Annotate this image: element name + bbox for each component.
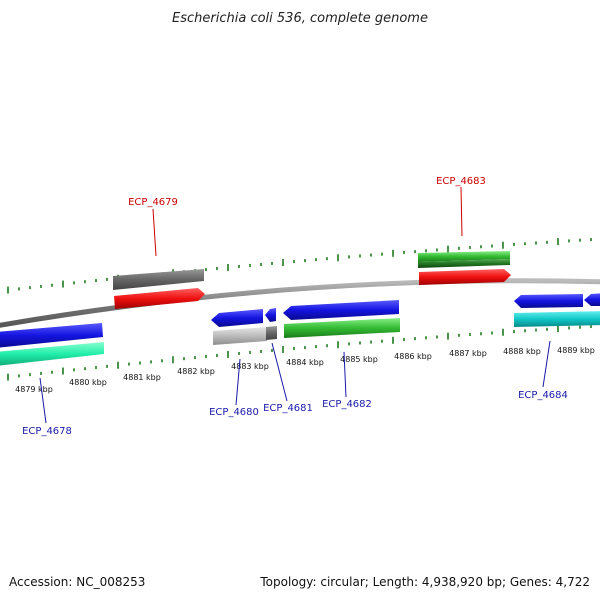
feature-ecp-4682-track — [283, 300, 400, 338]
feature-ecp-4681-gray[interactable] — [266, 326, 277, 340]
accession-text: Accession: NC_008253 — [9, 575, 145, 589]
kbp-label: 4886 kbp — [394, 352, 432, 361]
kbp-scale: 4879 kbp 4880 kbp 4881 kbp 4882 kbp 4883… — [15, 346, 595, 394]
feature-ecp-4679-track — [113, 269, 205, 309]
leader-ecp-4678 — [39, 377, 47, 424]
feature-ecp-4678-aqua[interactable] — [0, 342, 104, 366]
kbp-label: 4880 kbp — [69, 378, 107, 387]
genome-backbone — [0, 278, 600, 328]
feature-ecp-4682-green[interactable] — [284, 318, 400, 338]
kbp-label: 4882 kbp — [177, 367, 215, 376]
feature-ecp-4682-blue[interactable] — [283, 300, 399, 320]
gene-label-ecp-4680[interactable]: ECP_4680 — [209, 407, 259, 418]
map-title: Escherichia coli 536, complete genome — [172, 11, 428, 26]
feature-ecp-4679-gray[interactable] — [113, 269, 204, 290]
kbp-label: 4884 kbp — [286, 358, 324, 367]
kbp-label: 4888 kbp — [503, 347, 541, 356]
leader-ecp-4684 — [542, 340, 551, 388]
feature-ecp-4678-track — [0, 323, 104, 366]
gene-label-ecp-4684[interactable]: ECP_4684 — [518, 390, 568, 401]
feature-ecp-4684-track — [514, 293, 600, 327]
leader-ecp-4682 — [343, 351, 347, 398]
feature-ecp-4683-green[interactable] — [418, 251, 510, 262]
gene-label-ecp-4681[interactable]: ECP_4681 — [263, 403, 313, 414]
gene-label-ecp-4679[interactable]: ECP_4679 — [128, 197, 178, 208]
feature-ecp-4681-track — [265, 308, 277, 340]
gene-labels: ECP_4679 ECP_4683 ECP_4678 ECP_4680 ECP_… — [22, 176, 568, 437]
feature-ecp-4683-red[interactable] — [419, 269, 511, 285]
kbp-label: 4883 kbp — [231, 362, 269, 371]
feature-ecp-4679-red[interactable] — [114, 288, 205, 309]
leader-ecp-4679 — [152, 208, 157, 257]
feature-ecp-4680-track — [211, 309, 267, 345]
tick-row-bottom — [7, 325, 592, 381]
tick-row-top — [7, 238, 592, 294]
kbp-label: 4881 kbp — [123, 373, 161, 382]
kbp-label: 4889 kbp — [557, 346, 595, 355]
leader-ecp-4680 — [235, 358, 241, 406]
feature-ecp-4683-track — [418, 251, 511, 285]
feature-ecp-4684-blue[interactable] — [514, 294, 583, 308]
feature-ecp-4683-darkgreen[interactable] — [418, 259, 510, 268]
leader-ecp-4681 — [271, 342, 288, 402]
feature-ecp-4678-blue[interactable] — [0, 323, 103, 348]
kbp-label: 4885 kbp — [340, 355, 378, 364]
genome-summary-text: Topology: circular; Length: 4,938,920 bp… — [259, 575, 590, 589]
gene-leaders — [39, 186, 551, 424]
leader-ecp-4683 — [460, 186, 463, 237]
gene-label-ecp-4683[interactable]: ECP_4683 — [436, 176, 486, 187]
feature-ecp-4684-cyan[interactable] — [514, 311, 600, 327]
feature-ecp-4681-blue[interactable] — [265, 308, 276, 322]
feature-ecp-4684-blue-2[interactable] — [584, 293, 600, 306]
kbp-label: 4879 kbp — [15, 385, 53, 394]
gene-label-ecp-4678[interactable]: ECP_4678 — [22, 426, 72, 437]
feature-ecp-4680-lightgray[interactable] — [213, 327, 267, 345]
feature-ecp-4680-blue[interactable] — [211, 309, 263, 327]
gene-label-ecp-4682[interactable]: ECP_4682 — [322, 399, 372, 410]
kbp-label: 4887 kbp — [449, 349, 487, 358]
